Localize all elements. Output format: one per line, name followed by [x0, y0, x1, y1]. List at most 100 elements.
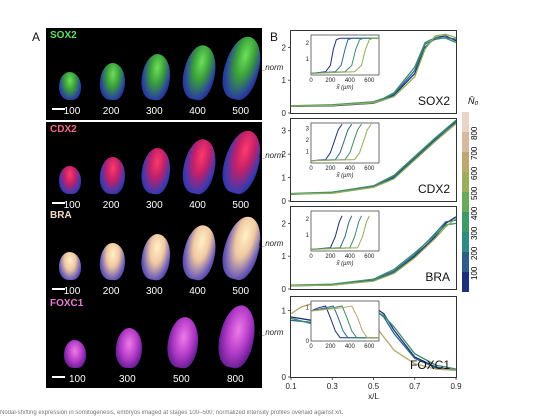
y-tick-label: 2	[282, 150, 287, 159]
chart-title: FOXC1	[410, 358, 450, 372]
stage-label: 300	[146, 286, 163, 297]
embryo-image	[138, 232, 174, 282]
stage-label: 500	[232, 106, 250, 117]
chart-svg: 0 1 2 I_norm BRA 1 2 0 200 400 600 x̃ (μm)	[259, 210, 457, 294]
x-tick-label: 0.5	[368, 382, 380, 391]
inset-frame	[310, 210, 380, 252]
y-axis-label: I_norm	[259, 239, 284, 248]
stage-label: 300	[119, 374, 136, 385]
x-tick-label: 0.3	[327, 382, 339, 391]
inset-y-tick-label: 2	[306, 138, 310, 144]
y-tick-label: 2	[282, 43, 287, 52]
inset-x-tick-label: 600	[364, 166, 375, 172]
stage-label: 100	[69, 374, 86, 385]
inset-x-tick-label: 0	[309, 344, 313, 350]
profile-line	[290, 119, 457, 195]
marker-label: FOXC1	[50, 298, 84, 309]
chart-sox2: 0 1 2 I_norm SOX2 1 2 0 200 400 600 x̃ (μm)	[259, 30, 457, 118]
y-tick-label: 2	[282, 219, 287, 228]
embryo-image	[58, 252, 81, 280]
y-axis-label: I_norm	[259, 151, 284, 160]
chart-bra: 0 1 2 I_norm BRA 1 2 0 200 400 600 x̃ (μm)	[259, 206, 457, 294]
chart-title: CDX2	[418, 182, 450, 196]
stage-label: 400	[189, 286, 206, 297]
inset-x-tick-label: 0	[309, 78, 313, 84]
scale-bar	[52, 108, 65, 110]
embryo-image	[178, 42, 221, 103]
panel-b-letter: B	[270, 30, 279, 44]
colorbar-tick-label: 500	[470, 186, 479, 200]
figure-caption: Nodal-shifting expression in somitogenes…	[0, 410, 344, 416]
y-tick-label: 0	[282, 285, 287, 294]
chart-cdx2: 0 1 2 3 I_norm CDX2 1 2 3 0 200 400 600 x̃ (μm)	[259, 118, 457, 206]
stage-label: 200	[102, 286, 120, 297]
colorbar: N̄₀ 100 200 300 400 500 600 700 800	[462, 96, 482, 292]
colorbar-tick-label: 100	[470, 266, 479, 280]
x-tick-label: 0.7	[409, 382, 421, 391]
scale-bar	[52, 376, 65, 378]
embryo-image	[99, 62, 127, 101]
inset-x-tick-label: 600	[364, 78, 375, 84]
colorbar-title: N̄₀	[468, 96, 479, 106]
inset-line	[310, 37, 379, 74]
chart-svg: 0 1 2 3 I_norm CDX2 1 2 3 0 200 400 600 x̃ (μm)	[259, 119, 457, 206]
profile-line	[290, 222, 457, 286]
stage-label: 500	[232, 286, 250, 297]
profile-line	[290, 123, 457, 195]
embryo-image	[99, 242, 127, 281]
marker-label: CDX2	[50, 124, 77, 135]
y-tick-label: 1	[282, 306, 287, 315]
chart-svg: 0 1 I_norm FOXC1 0.1 0.3 0.5 0.7 0.9 x/L 0 1 0 200 400…	[259, 300, 462, 401]
embryo-image	[99, 156, 127, 195]
stage-label: 100	[63, 200, 81, 211]
marker-label: BRA	[50, 210, 72, 221]
inset-y-tick-label: 1	[306, 233, 310, 239]
panel-a-letter: A	[32, 30, 41, 44]
x-axis-label: x/L	[368, 392, 379, 401]
micrograph-row-foxc1: FOXC1 100 300 500 800	[46, 296, 262, 388]
stage-label: 100	[63, 106, 81, 117]
x-tick-label: 0.9	[450, 382, 462, 391]
scale-bar	[52, 202, 65, 204]
colorbar-tick-label: 200	[470, 246, 479, 260]
stage-label: 400	[189, 200, 206, 211]
chart-foxc1: 0 1 I_norm FOXC1 0.1 0.3 0.5 0.7 0.9 x/L 0 1 0 200 400…	[259, 296, 462, 401]
x-tick-label: 0.1	[285, 382, 297, 391]
scale-bar	[52, 288, 65, 290]
embryo-image	[217, 212, 262, 284]
y-tick-label: 1	[282, 252, 287, 261]
embryo-image	[213, 302, 261, 371]
micrograph-row-bra: BRA 100 200 300 400 500	[46, 208, 262, 300]
y-tick-label: 1	[282, 76, 287, 85]
chart-title: SOX2	[418, 94, 450, 108]
colorbar-tick-label: 700	[470, 146, 479, 160]
inset-line	[310, 305, 379, 339]
inset-x-axis-label: x̃ (μm)	[336, 85, 354, 91]
stage-label: 100	[63, 286, 81, 297]
colorbar-tick-label: 600	[470, 166, 479, 180]
stage-label: 800	[227, 374, 244, 385]
inset-x-tick-label: 400	[345, 166, 356, 172]
embryo-image	[178, 222, 221, 283]
inset-chart: 1 2 0 200 400 600 x̃ (μm)	[306, 34, 380, 91]
inset-x-axis-label: x̃ (μm)	[336, 261, 354, 267]
inset-frame	[310, 122, 380, 164]
embryo-image	[138, 52, 174, 102]
embryo-image	[114, 327, 144, 369]
inset-y-tick-label: 1	[306, 57, 310, 63]
inset-y-tick-label: 1	[306, 306, 310, 312]
colorbar-tick-label: 400	[470, 206, 479, 220]
inset-x-tick-label: 600	[364, 344, 375, 350]
inset-x-tick-label: 400	[345, 78, 356, 84]
y-axis-label: I_norm	[259, 328, 284, 337]
marker-label: SOX2	[50, 30, 77, 41]
inset-y-tick-label: 2	[306, 217, 310, 223]
inset-x-tick-label: 200	[325, 78, 336, 84]
inset-x-tick-label: 400	[345, 254, 356, 260]
inset-line	[310, 305, 379, 339]
inset-line	[310, 305, 379, 339]
profile-line	[290, 33, 457, 107]
colorbar-tick-label: 800	[470, 126, 479, 140]
inset-x-tick-label: 0	[309, 166, 313, 172]
inset-chart: 0 1 0 200 400 600	[306, 300, 380, 350]
